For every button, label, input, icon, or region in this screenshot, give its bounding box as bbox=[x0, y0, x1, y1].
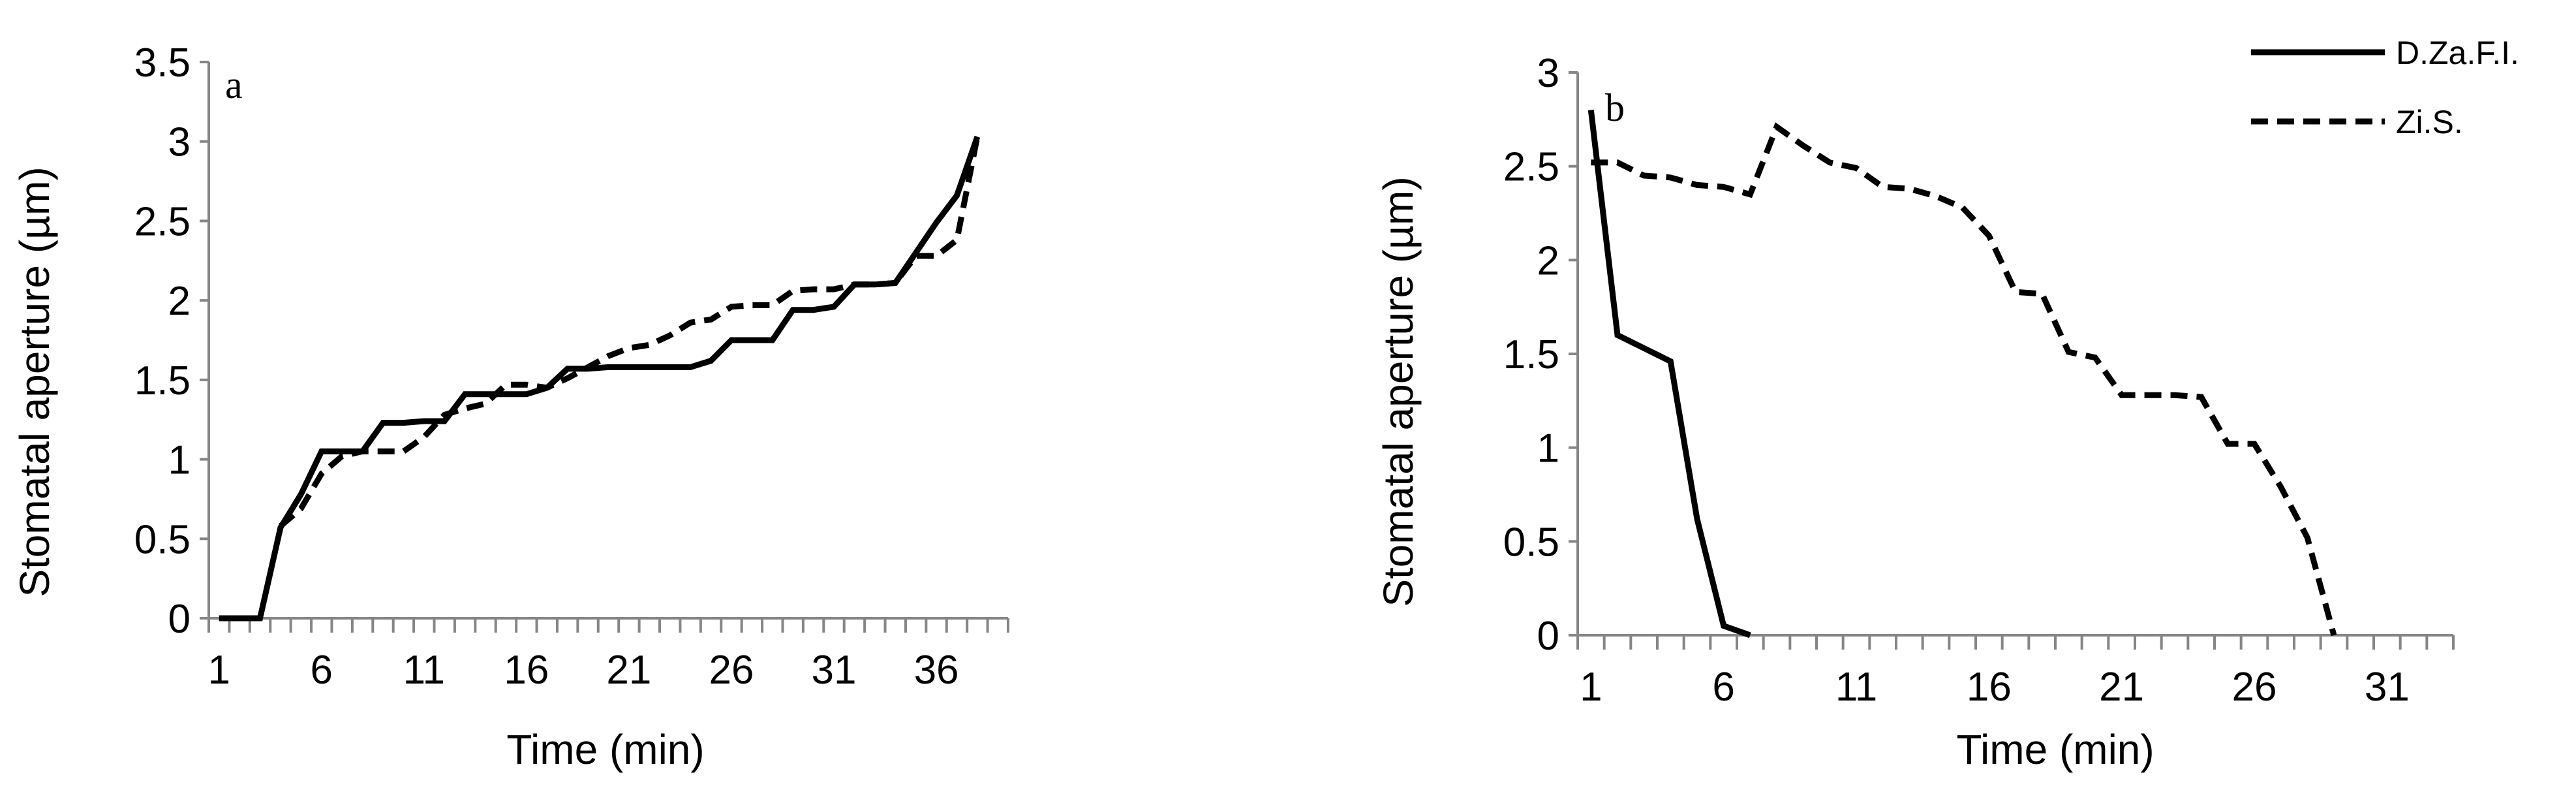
panel-b-x-tick-label: 11 bbox=[1835, 665, 1877, 710]
panel-b-x-tick-label: 31 bbox=[2365, 665, 2410, 710]
panel-b-x-tick-label: 6 bbox=[1712, 665, 1734, 710]
panel-a-x-tick-label: 36 bbox=[914, 648, 959, 693]
panel-a-axes bbox=[200, 61, 1009, 633]
panel-a-series-solid-line bbox=[219, 135, 981, 622]
panel-a-y-tick-label: 0.5 bbox=[134, 517, 191, 562]
panel-b-x-axis-title: Time (min) bbox=[1956, 726, 2154, 773]
panel-a-tick-labels: 00.511.522.533.51 6 11 16 21 26 31 36 bbox=[134, 40, 959, 693]
panel-a-y-tick-label: 2 bbox=[168, 279, 191, 324]
panel-b: b Stomatal aperture (µm) Time (min) 0 0.5… bbox=[1375, 35, 2519, 773]
panel-b-y-axis-title: Stomatal aperture (µm) bbox=[1375, 176, 1422, 607]
panel-b-series-solid-line bbox=[1587, 109, 1751, 638]
panel-b-y-tick-label: 2.5 bbox=[1503, 145, 1559, 190]
panel-a-x-tick-label: 6 bbox=[311, 648, 333, 693]
panel-a-y-axis-title: Stomatal aperture (µm) bbox=[11, 166, 58, 597]
panel-a-y-tick-label: 3 bbox=[168, 120, 191, 165]
panel-b-x-tick-label: 26 bbox=[2232, 665, 2277, 710]
panel-a-x-tick-label: 26 bbox=[709, 648, 754, 693]
panel-b-y-tick-label: 2 bbox=[1537, 238, 1559, 283]
panel-a-x-tick-label: 11 bbox=[403, 648, 445, 693]
panel-a-series bbox=[219, 135, 981, 622]
panel-a-y-tick-label: 1.5 bbox=[134, 358, 191, 403]
panel-a-x-tick-label: 21 bbox=[606, 648, 651, 693]
panel-b-x-tick-label: 1 bbox=[1580, 665, 1602, 710]
panel-b-y-tick-label: 0 bbox=[1537, 614, 1559, 659]
panel-a-y-tick-label: 3.5 bbox=[134, 40, 191, 86]
panel-b-tick-labels: 00.511.522.531 6 11 16 21 26 31 bbox=[1503, 51, 2410, 710]
panel-b-x-tick-label: 21 bbox=[2099, 665, 2144, 710]
legend-label-zi-s: Zi.S. bbox=[2396, 104, 2463, 140]
panel-b-y-tick-label: 3 bbox=[1537, 51, 1559, 96]
panel-a-x-tick-label: 16 bbox=[504, 648, 549, 693]
panel-b-y-tick-label: 1.5 bbox=[1503, 332, 1559, 377]
panel-a-y-tick-label: 0 bbox=[168, 597, 191, 642]
panel-a-x-tick-label: 31 bbox=[812, 648, 857, 693]
panel-a-y-tick-label: 2.5 bbox=[134, 199, 191, 244]
panel-a-label: a bbox=[225, 63, 243, 106]
panel-b-axes bbox=[1569, 71, 2455, 650]
panel-b-y-tick-label: 0.5 bbox=[1503, 520, 1559, 565]
legend-label-d-za-f-i: D.Za.F.I. bbox=[2396, 35, 2519, 71]
panel-a-series-dashed-line bbox=[278, 136, 981, 529]
panel-a: a Stomatal aperture (µm) Time (min) 0 0.5… bbox=[11, 40, 1009, 773]
panel-b-series-dashed-line bbox=[1591, 122, 2337, 637]
panel-a-x-tick-label: 1 bbox=[207, 648, 230, 693]
panel-b-x-tick-label: 16 bbox=[1967, 665, 2012, 710]
panel-b-series bbox=[1587, 109, 2337, 638]
panel-a-x-axis-title: Time (min) bbox=[506, 726, 704, 773]
legend: D.Za.F.I. Zi.S. bbox=[2251, 35, 2519, 140]
panel-b-y-tick-label: 1 bbox=[1537, 426, 1559, 471]
panel-a-y-tick-label: 1 bbox=[168, 438, 191, 483]
panel-b-label: b bbox=[1605, 86, 1625, 129]
